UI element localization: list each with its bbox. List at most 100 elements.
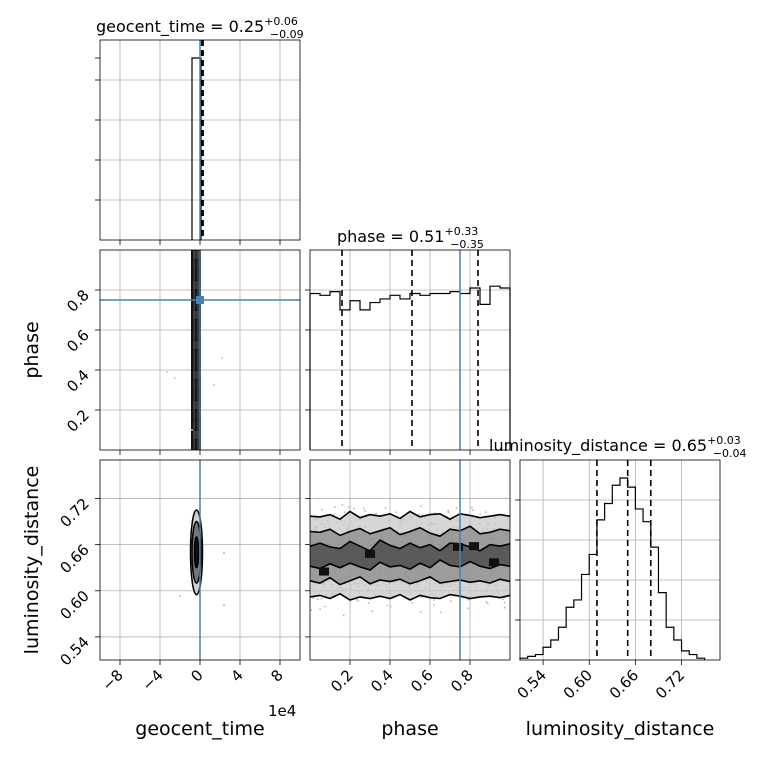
sample-point — [468, 598, 470, 601]
density-cell — [193, 391, 199, 399]
panel-geocent-time-vs-luminosity-distance: −8 −4 0 4 8 0.54 0.60 0.66 0.72 — [56, 459, 301, 694]
sample-point — [341, 504, 344, 506]
tick-label-y: 0.54 — [56, 633, 92, 669]
density-cell — [193, 411, 199, 419]
density-cell — [193, 421, 199, 429]
sample-point — [503, 601, 506, 604]
contour-line-upper-1 — [310, 510, 510, 521]
sample-point — [324, 605, 327, 608]
contour-inner — [193, 536, 200, 569]
density-band — [191, 250, 201, 450]
density-peak — [319, 567, 329, 576]
density-cell — [193, 321, 199, 329]
sample-point — [342, 614, 345, 617]
clip-group — [310, 497, 510, 617]
tick-label-x: 0.8 — [447, 666, 477, 696]
density-cell — [193, 351, 199, 359]
sample-point — [433, 604, 435, 606]
sample-point — [221, 357, 223, 359]
density-cell — [193, 281, 199, 289]
density-peak — [453, 542, 463, 551]
density-peak — [365, 549, 375, 558]
sample-point — [353, 507, 356, 510]
sample-point — [505, 497, 508, 500]
density-cell — [193, 271, 199, 279]
panel-frame — [309, 459, 511, 661]
tick-label-x: 0.54 — [514, 666, 550, 702]
sample-point — [447, 509, 449, 512]
sample-point — [319, 608, 321, 610]
tick-label-x: 4 — [227, 666, 246, 685]
density-cell — [193, 441, 199, 449]
tick-label-x: 0 — [187, 666, 206, 685]
sample-point — [317, 598, 319, 601]
sample-point — [357, 600, 360, 602]
sample-point — [364, 510, 366, 512]
tick-label-y: 0.4 — [63, 366, 93, 396]
sample-point — [479, 513, 481, 516]
density-peak — [469, 542, 479, 551]
ylabel-luminosity-distance: luminosity_distance — [21, 466, 43, 655]
sample-point — [386, 604, 389, 607]
panel-frame — [309, 249, 511, 451]
x-offset-label: 1e4 — [268, 702, 296, 720]
sample-point — [395, 511, 398, 514]
tick-label-y: 0.8 — [63, 286, 93, 316]
density-cell — [193, 311, 199, 319]
xlabel-geocent-time: geocent_time — [135, 718, 264, 740]
tick-label-y: 0.72 — [56, 495, 92, 531]
tick-label-x: 0.66 — [606, 666, 642, 702]
tick-label-x: −4 — [138, 666, 166, 694]
sample-point — [504, 606, 506, 609]
sample-point — [371, 610, 374, 613]
density-cell — [193, 341, 199, 349]
title-luminosity-distance: luminosity_distance = 0.65+0.03 −0.04 — [489, 434, 747, 460]
panel-geocent-time-histogram — [95, 39, 301, 245]
sample-point — [411, 602, 413, 604]
ylabel-phase: phase — [21, 321, 43, 378]
tick-label-x: 8 — [267, 666, 286, 685]
contour-line-lower-2 — [310, 576, 510, 586]
tick-label-x: 0.2 — [327, 666, 357, 696]
panel-luminosity-distance-histogram: 0.54 0.60 0.66 0.72 — [514, 459, 721, 702]
tick-label-x: 0.72 — [652, 666, 688, 702]
tick-label-x: 0.4 — [367, 666, 397, 696]
sample-point — [418, 513, 420, 516]
panel-phase-histogram — [305, 249, 511, 455]
sample-point — [223, 604, 225, 606]
sample-point — [348, 506, 350, 508]
density-cell — [193, 301, 199, 309]
density-peak — [489, 558, 499, 567]
tick-label-y: 0.60 — [56, 587, 92, 623]
sample-point — [485, 601, 488, 604]
title-geocent-time: geocent_time = 0.25+0.06 −0.09 — [96, 15, 304, 41]
sample-point — [213, 384, 215, 386]
sample-point — [375, 512, 378, 515]
histogram-step — [191, 57, 202, 240]
tick-label-y: 0.66 — [56, 541, 92, 577]
tick-label-x: 0.6 — [407, 666, 437, 696]
density-cell — [193, 251, 199, 259]
sample-point — [166, 371, 168, 373]
xlabel-luminosity-distance: luminosity_distance — [526, 718, 715, 740]
sample-point — [334, 506, 336, 509]
sample-point — [433, 599, 435, 601]
sample-point — [355, 598, 358, 601]
sample-point — [440, 611, 442, 614]
density-cell — [193, 401, 199, 409]
density-cell — [193, 371, 199, 379]
tick-label-y: 0.6 — [63, 326, 93, 356]
sample-point — [502, 598, 504, 601]
sample-point — [486, 602, 489, 605]
density-cell — [193, 291, 199, 299]
sample-point — [312, 597, 315, 599]
panel-frame — [519, 459, 721, 661]
contour-line-upper-2 — [310, 525, 510, 538]
tick-label-x: 0.60 — [560, 666, 596, 702]
sample-point — [450, 600, 452, 602]
sample-point — [223, 552, 225, 554]
sample-point — [467, 607, 469, 610]
sample-point — [420, 596, 422, 598]
sample-point — [320, 597, 323, 600]
